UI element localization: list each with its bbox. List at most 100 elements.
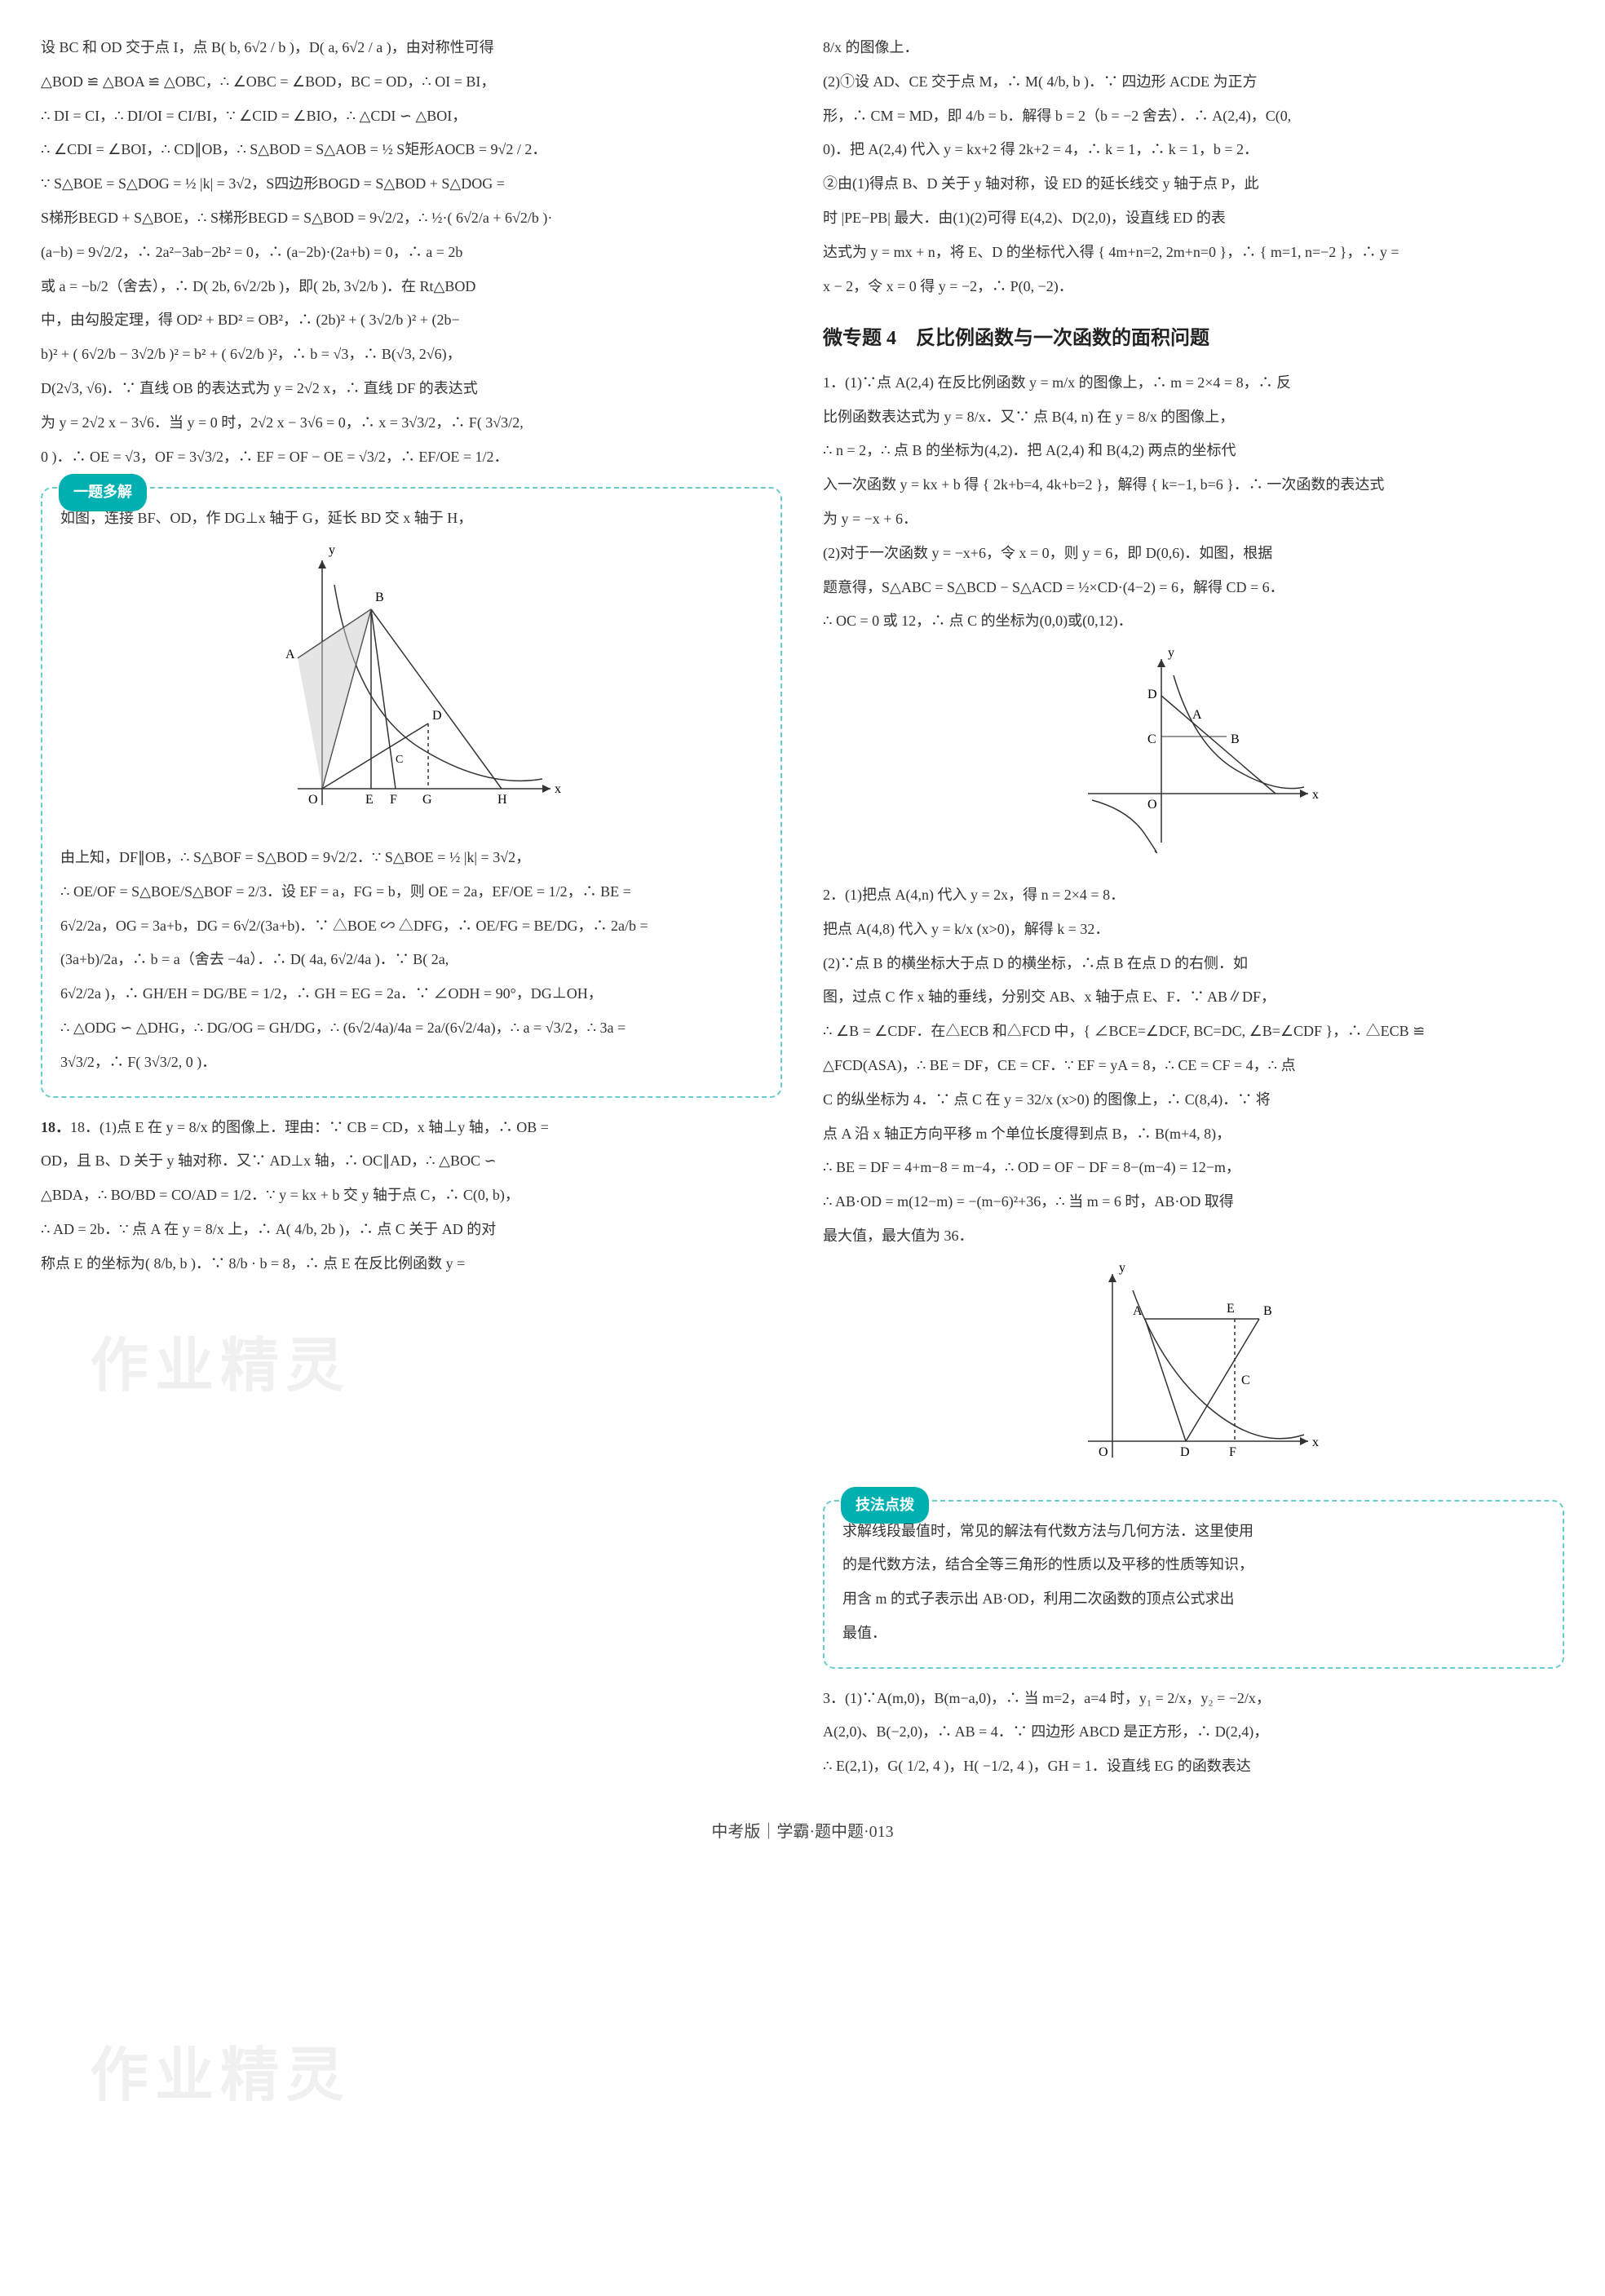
pt-D: D	[1180, 1445, 1190, 1459]
text-line: 0 )．∴ OE = √3，OF = 3√3/2，∴ EF = OF − OE …	[41, 442, 782, 473]
text-line: 或 a = −b/2（舍去），∴ D( 2b, 6√2/2b )，即( 2b, …	[41, 272, 782, 303]
text-line: ∴ n = 2，∴ 点 B 的坐标为(4,2)．把 A(2,4) 和 B(4,2…	[823, 436, 1564, 467]
y-label: y	[1168, 647, 1174, 660]
pt-O: O	[308, 793, 318, 807]
text-line: △BDA，∴ BO/BD = CO/AD = 1/2．∵ y = kx + b …	[41, 1180, 782, 1211]
text-line: ∵ S△BOE = S△DOG = ½ |k| = 3√2，S四边形BOGD =…	[41, 169, 782, 200]
text-line: 如图，连接 BF、OD，作 DG⊥x 轴于 G，延长 BD 交 x 轴于 H，	[60, 503, 763, 534]
y-label: y	[329, 544, 335, 557]
x-label: x	[1312, 788, 1319, 802]
text-line: ②由(1)得点 B、D 关于 y 轴对称，设 ED 的延长线交 y 轴于点 P，…	[823, 169, 1564, 200]
text-line: △FCD(ASA)，∴ BE = DF，CE = CF．∵ EF = yA = …	[823, 1051, 1564, 1082]
text-line: S梯形BEGD + S△BOE，∴ S梯形BEGD = S△BOD = 9√2/…	[41, 203, 782, 234]
y-label: y	[1119, 1262, 1125, 1275]
line-BF	[371, 609, 396, 789]
text-line: 为 y = 2√2 x − 3√6．当 y = 0 时，2√2 x − 3√6 …	[41, 408, 782, 439]
pt-E: E	[365, 793, 374, 807]
pt-C: C	[396, 754, 403, 766]
pt-B: B	[375, 591, 384, 604]
box-tag-alt-solution: 一题多解	[59, 474, 147, 511]
text-line: (2)对于一次函数 y = −x+6，令 x = 0，则 y = 6，即 D(0…	[823, 538, 1564, 569]
shaded-triangle	[298, 609, 371, 789]
pt-O: O	[1099, 1445, 1108, 1459]
text-line: D(2√3, √6)．∵ 直线 OB 的表达式为 y = 2√2 x，∴ 直线 …	[41, 374, 782, 405]
text-line: A(2,0)、B(−2,0)，∴ AB = 4．∵ 四边形 ABCD 是正方形，…	[823, 1717, 1564, 1748]
text-line: b)² + ( 6√2/b − 3√2/b )² = b² + ( 6√2/b …	[41, 339, 782, 370]
text-line: (a−b) = 9√2/2，∴ 2a²−3ab−2b² = 0，∴ (a−2b)…	[41, 237, 782, 268]
text-line: x − 2，令 x = 0 得 y = −2，∴ P(0, −2)．	[823, 272, 1564, 303]
text-line: 时 |PE−PB| 最大．由(1)(2)可得 E(4,2)、D(2,0)，设直线…	[823, 203, 1564, 234]
tips-line: 用含 m 的式子表示出 AB·OD，利用二次函数的顶点公式求出	[842, 1584, 1545, 1615]
right-column: 8/x 的图像上． (2)①设 AD、CE 交于点 M，∴ M( 4/b, b …	[823, 33, 1564, 1785]
text-line: (3a+b)/2a，∴ b = a（舍去 −4a）．∴ D( 4a, 6√2/4…	[60, 945, 763, 975]
pt-D: D	[432, 709, 442, 723]
tips-box: 技法点拨 求解线段最值时，常见的解法有代数方法与几何方法．这里使用 的是代数方法…	[823, 1500, 1564, 1669]
text-line: △BOD ≌ △BOA ≌ △OBC，∴ ∠OBC = ∠BOD，BC = OD…	[41, 67, 782, 98]
text-line: ∴ OE/OF = S△BOE/S△BOF = 2/3．设 EF = a，FG …	[60, 877, 763, 908]
pt-G: G	[422, 793, 432, 807]
watermark-1: 作业精灵	[90, 1305, 351, 1428]
pt-F: F	[390, 793, 397, 807]
x-label: x	[1312, 1436, 1319, 1449]
text-line: 由上知，DF∥OB，∴ S△BOF = S△BOD = 9√2/2．∵ S△BO…	[60, 843, 763, 874]
text-line: ∴ OC = 0 或 12，∴ 点 C 的坐标为(0,0)或(0,12)．	[823, 606, 1564, 637]
left-column: 作业精灵 作业精灵 设 BC 和 OD 交于点 I，点 B( b, 6√2 / …	[41, 33, 782, 1785]
text-line: 达式为 y = mx + n，将 E、D 的坐标代入得 { 4m+n=2, 2m…	[823, 237, 1564, 268]
pt-B: B	[1263, 1304, 1272, 1318]
text-line: 6√2/2a，OG = 3a+b，DG = 6√2/(3a+b)．∵ △BOE …	[60, 911, 763, 942]
text-line: ∴ AB·OD = m(12−m) = −(m−6)²+36，∴ 当 m = 6…	[823, 1187, 1564, 1218]
pt-C: C	[1241, 1374, 1250, 1387]
text-line: 形，∴ CM = MD，即 4/b = b．解得 b = 2（b = −2 舍去…	[823, 101, 1564, 132]
text-line: ∴ △ODG ∽ △DHG，∴ DG/OG = GH/DG，∴ (6√2/4a)…	[60, 1013, 763, 1044]
text-line: (2)①设 AD、CE 交于点 M，∴ M( 4/b, b )．∵ 四边形 AC…	[823, 67, 1564, 98]
text-line: 点 A 沿 x 轴正方向平移 m 个单位长度得到点 B，∴ B(m+4, 8)，	[823, 1119, 1564, 1150]
text-line: ∴ ∠CDI = ∠BOI，∴ CD∥OB，∴ S△BOD = S△AOB = …	[41, 135, 782, 166]
pt-H: H	[497, 793, 507, 807]
text-line: ∴ AD = 2b．∵ 点 A 在 y = 8/x 上，∴ A( 4/b, 2b…	[41, 1214, 782, 1245]
text-line: 3√3/2，∴ F( 3√3/2, 0 )．	[60, 1047, 763, 1078]
text-line: OD，且 B、D 关于 y 轴对称．又∵ AD⊥x 轴，∴ OC∥AD，∴ △B…	[41, 1146, 782, 1177]
pt-A: A	[1133, 1304, 1143, 1318]
q1-line: 1．(1)∵点 A(2,4) 在反比例函数 y = m/x 的图像上，∴ m =…	[823, 368, 1564, 399]
q3-line: 3．(1)∵A(m,0)，B(m−a,0)，∴ 当 m=2，a=4 时，y₁ =…	[823, 1683, 1564, 1714]
text-line: ∴ E(2,1)，G( 1/2, 4 )，H( −1/2, 4 )，GH = 1…	[823, 1751, 1564, 1782]
page-footer: 中考版｜学霸·题中题·013	[41, 1815, 1564, 1849]
tips-line: 求解线段最值时，常见的解法有代数方法与几何方法．这里使用	[842, 1516, 1545, 1547]
qnum-18: 18．	[41, 1119, 70, 1135]
q2-line: 2．(1)把点 A(4,n) 代入 y = 2x，得 n = 2×4 = 8．	[823, 880, 1564, 911]
alt-solution-box: 一题多解 如图，连接 BF、OD，作 DG⊥x 轴于 G，延长 BD 交 x 轴…	[41, 487, 782, 1097]
y-arrow-icon	[1157, 659, 1165, 667]
x-arrow-icon	[542, 785, 550, 793]
tips-line: 最值．	[842, 1618, 1545, 1649]
x-label: x	[555, 782, 561, 796]
figure-1: y x A B D C O E F G H	[60, 544, 763, 833]
x-arrow-icon	[1300, 790, 1308, 798]
q18-line: 18．18．(1)点 E 在 y = 8/x 的图像上．理由：∵ CB = CD…	[41, 1113, 782, 1144]
text-line: ∴ DI = CI，∴ DI/OI = CI/BI，∵ ∠CID = ∠BIO，…	[41, 101, 782, 132]
line-OD	[322, 723, 428, 789]
y-arrow-icon	[318, 560, 326, 568]
text-line: 把点 A(4,8) 代入 y = k/x (x>0)，解得 k = 32．	[823, 914, 1564, 945]
pt-O: O	[1147, 798, 1157, 812]
pt-F: F	[1229, 1445, 1236, 1459]
y-arrow-icon	[1108, 1274, 1116, 1282]
pt-A: A	[1192, 708, 1202, 722]
text-line: 比例函数表达式为 y = 8/x．又∵ 点 B(4, n) 在 y = 8/x …	[823, 402, 1564, 433]
figure-3: y x A B E C O D F	[823, 1262, 1564, 1485]
box-tag-tips: 技法点拨	[841, 1487, 929, 1524]
text-line: 图，过点 C 作 x 轴的垂线，分别交 AB、x 轴于点 E、F．∵ AB∥DF…	[823, 982, 1564, 1013]
tips-line: 的是代数方法，结合全等三角形的性质以及平移的性质等知识，	[842, 1550, 1545, 1581]
page-two-column: 作业精灵 作业精灵 设 BC 和 OD 交于点 I，点 B( b, 6√2 / …	[41, 33, 1564, 1785]
text-line: 0)．把 A(2,4) 代入 y = kx+2 得 2k+2 = 4，∴ k =…	[823, 135, 1564, 166]
text-span: 18．(1)点 E 在 y = 8/x 的图像上．理由：∵ CB = CD，x …	[70, 1119, 549, 1135]
text-line: ∴ BE = DF = 4+m−8 = m−4，∴ OD = OF − DF =…	[823, 1152, 1564, 1183]
text-line: 入一次函数 y = kx + b 得 { 2k+b=4, 4k+b=2 }，解得…	[823, 470, 1564, 501]
pt-A: A	[285, 648, 295, 661]
text-line: 最大值，最大值为 36．	[823, 1221, 1564, 1252]
text-line: 6√2/2a )，∴ GH/EH = DG/BE = 1/2，∴ GH = EG…	[60, 979, 763, 1010]
text-line: 设 BC 和 OD 交于点 I，点 B( b, 6√2 / b )，D( a, …	[41, 33, 782, 64]
text-line: C 的纵坐标为 4．∵ 点 C 在 y = 32/x (x>0) 的图像上，∴ …	[823, 1085, 1564, 1116]
figure-2: y x D A B C O	[823, 647, 1564, 870]
x-arrow-icon	[1300, 1437, 1308, 1445]
text-line: 中，由勾股定理，得 OD² + BD² = OB²，∴ (2b)² + ( 3√…	[41, 305, 782, 336]
